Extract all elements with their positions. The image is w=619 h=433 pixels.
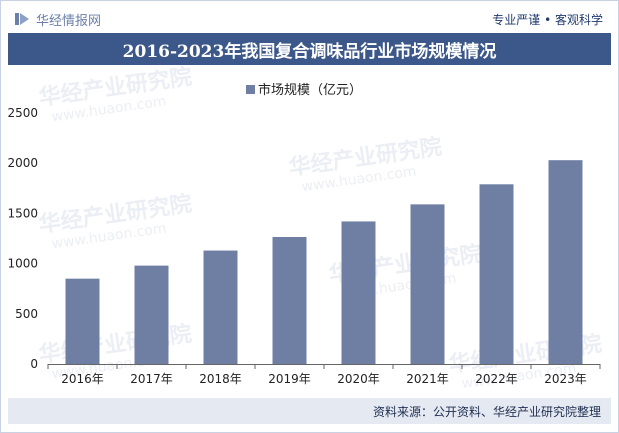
title-bar: 2016-2023年我国复合调味品行业市场规模情况 bbox=[8, 33, 611, 65]
chart-title: 2016-2023年我国复合调味品行业市场规模情况 bbox=[122, 41, 497, 62]
legend-swatch bbox=[246, 85, 255, 94]
source-text: 资料来源：公开资料、华经产业研究院整理 bbox=[372, 405, 601, 419]
bar bbox=[65, 278, 100, 364]
bar bbox=[479, 184, 514, 364]
x-tick-label: 2022年 bbox=[475, 372, 518, 386]
x-tick-label: 2021年 bbox=[406, 372, 449, 386]
brand: 华经情报网 bbox=[14, 10, 102, 29]
x-tick-label: 2020年 bbox=[337, 372, 380, 386]
bar bbox=[134, 265, 169, 364]
bars bbox=[65, 160, 583, 364]
y-tick-label: 2500 bbox=[7, 106, 38, 120]
slogan: 专业严谨 • 客观科学 bbox=[492, 13, 603, 27]
bar bbox=[548, 160, 583, 364]
x-tick-label: 2017年 bbox=[130, 372, 173, 386]
y-tick-label: 0 bbox=[30, 357, 38, 371]
x-tick-label: 2016年 bbox=[61, 372, 104, 386]
x-tick-label: 2018年 bbox=[199, 372, 242, 386]
watermarks: 华经产业研究院www.huaon.com华经产业研究院www.huaon.com… bbox=[37, 64, 603, 393]
y-axis: 0 500 1000 1500 2000 2500 bbox=[7, 106, 38, 371]
brand-name: 华经情报网 bbox=[36, 13, 102, 29]
brand-logo-icon bbox=[15, 13, 29, 25]
x-axis: 2016年 2017年 2018年 2019年 2020年 2021年 2022年 2023年 bbox=[47, 364, 601, 386]
y-tick-label: 2000 bbox=[7, 156, 38, 170]
y-tick-label: 500 bbox=[15, 307, 38, 321]
top-bar: 华经情报网 专业严谨 • 客观科学 bbox=[8, 6, 611, 32]
x-tick-label: 2019年 bbox=[268, 372, 311, 386]
source-bar: 资料来源：公开资料、华经产业研究院整理 bbox=[8, 398, 611, 424]
y-tick-label: 1000 bbox=[7, 257, 38, 271]
bar bbox=[341, 221, 376, 364]
legend: 市场规模（亿元） bbox=[246, 82, 362, 98]
bar bbox=[203, 250, 238, 364]
bar bbox=[410, 204, 445, 364]
legend-label: 市场规模（亿元） bbox=[258, 82, 362, 98]
bar bbox=[272, 236, 307, 364]
y-tick-label: 1500 bbox=[7, 206, 38, 220]
x-tick-label: 2023年 bbox=[544, 372, 587, 386]
